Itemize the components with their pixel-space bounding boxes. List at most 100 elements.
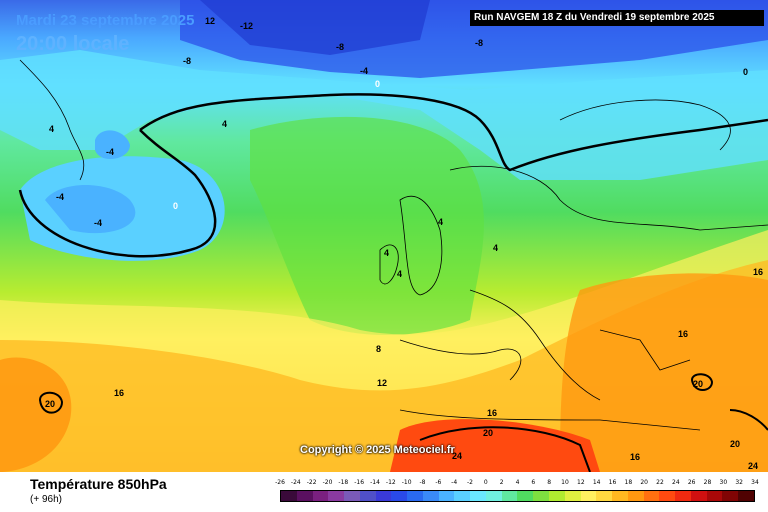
color-scale-swatch (738, 491, 754, 501)
color-scale-labels: -26 -24 -22 -20 -18 -16 -14 -12 -10 -8 -6 -4 -2 0 2 4 6 8… (275, 479, 759, 489)
isotherm-label: 16 (487, 408, 497, 418)
isotherm-label: -4 (94, 218, 102, 228)
color-scale-bar (280, 490, 755, 502)
color-scale-label: -14 (370, 479, 380, 486)
color-scale-label: 18 (624, 479, 633, 486)
isotherm-label: 4 (222, 119, 227, 129)
color-scale-label: 30 (719, 479, 728, 486)
color-scale-label: 26 (687, 479, 696, 486)
color-scale-swatch (470, 491, 486, 501)
color-scale-label: 32 (735, 479, 743, 486)
color-scale-label: 24 (672, 479, 680, 486)
color-scale-label: -26 (275, 479, 285, 486)
color-scale-swatch (485, 491, 502, 501)
color-scale-swatch (517, 491, 534, 501)
color-scale-label: 12 (577, 479, 585, 486)
color-scale-label: 34 (751, 479, 759, 486)
isotherm-twenty-far-east (729, 409, 768, 431)
isotherm-label: 12 (377, 378, 387, 388)
isotherm-label: 4 (49, 124, 54, 134)
isotherm-label: 0 (743, 67, 748, 77)
color-scale-label: 28 (703, 479, 712, 486)
cyan-band (0, 50, 768, 180)
color-scale-swatch (454, 491, 471, 501)
green-region (250, 116, 484, 335)
isotherm-label: 16 (678, 329, 688, 339)
color-scale-label: 8 (547, 479, 552, 486)
model-run-info: Run NAVGEM 18 Z du Vendredi 19 septembre… (470, 10, 764, 26)
isotherm-label: 20 (693, 379, 703, 389)
isotherm-label: -8 (336, 42, 344, 52)
color-scale-label: 22 (656, 479, 664, 486)
color-scale-swatch (596, 491, 613, 501)
color-scale-swatch (328, 491, 345, 501)
cold-pool-inner (45, 185, 136, 234)
color-scale-swatch (407, 491, 423, 501)
color-scale-label: -12 (385, 479, 396, 486)
isotherm-label: -8 (475, 38, 483, 48)
color-scale-label: -20 (322, 479, 333, 486)
color-scale-label: 20 (640, 479, 648, 486)
color-scale-label: -16 (354, 479, 365, 486)
color-scale-label: -4 (451, 479, 458, 486)
color-scale-swatch (690, 491, 707, 501)
isotherm-label: 16 (114, 388, 124, 398)
color-scale-swatch (359, 491, 376, 501)
color-scale-swatch (612, 491, 628, 501)
isotherm-label: 20 (483, 428, 493, 438)
color-scale-label: -18 (338, 479, 349, 486)
isotherm-twenty-ne (38, 391, 64, 414)
color-scale-swatch (549, 491, 565, 501)
color-scale-label: -8 (419, 479, 426, 486)
color-scale-swatch (643, 491, 660, 501)
color-scale-swatch (296, 491, 313, 501)
isotherm-label: 0 (173, 201, 178, 211)
isotherm-label: -4 (106, 147, 114, 157)
isotherm-zero-west (18, 129, 217, 258)
isotherm-label: 16 (630, 452, 640, 462)
color-scale-label: -24 (290, 479, 301, 486)
color-scale-swatch (312, 491, 329, 501)
color-scale-swatch (533, 491, 550, 501)
warm-region-southeast (560, 273, 768, 472)
isotherm-label: -8 (183, 56, 191, 66)
color-scale-label: 14 (592, 479, 601, 486)
color-scale-label: 16 (608, 479, 617, 486)
isotherm-label: 20 (45, 399, 55, 409)
legend-footer: Température 850hPa (+ 96h) -26 -24 -22 -20-… (0, 472, 768, 512)
color-scale-label: -10 (401, 479, 412, 486)
isotherm-label: 24 (748, 461, 758, 471)
coastlines (19, 59, 768, 431)
hot-region-atlantic (0, 357, 72, 472)
color-scale-label: -6 (435, 479, 442, 486)
cold-region-core (200, 0, 430, 55)
color-scale-swatch (281, 491, 297, 501)
color-scale-label: -22 (306, 479, 317, 486)
color-scale-swatch (391, 491, 408, 501)
isotherm-label: 20 (730, 439, 740, 449)
isotherm-label: 12 (205, 16, 215, 26)
isotherm-label: 4 (384, 248, 389, 258)
isotherm-label: 4 (493, 243, 498, 253)
temperature-map: 12 -12 -8 -8 -8 -4 0 0 4 4 -4 -4 -4 0 4 … (0, 0, 768, 472)
color-scale-swatch (627, 491, 644, 501)
forecast-date: Mardi 23 septembre 2025 (16, 12, 195, 29)
isotherm-zero-east (139, 93, 768, 172)
isotherm-label: -4 (56, 192, 64, 202)
cold-spot-greenland (95, 130, 130, 160)
color-scale-swatch (438, 491, 455, 501)
color-scale-label: 4 (515, 479, 520, 486)
isotherm-label: 4 (397, 269, 402, 279)
color-scale-swatch (659, 491, 676, 501)
color-scale-label: 6 (531, 479, 536, 486)
isotherm-label: 16 (753, 267, 763, 277)
isotherm-label: 24 (452, 451, 462, 461)
color-scale-label: -2 (467, 479, 473, 486)
isotherm-twenty-africa (419, 426, 591, 472)
isotherm-twenty-east (690, 373, 714, 391)
color-scale-label: 0 (483, 479, 488, 486)
color-scale-label: 2 (499, 479, 504, 486)
isotherm-label: 4 (438, 217, 443, 227)
color-scale-swatch (375, 491, 392, 501)
color-scale-swatch (580, 491, 597, 501)
